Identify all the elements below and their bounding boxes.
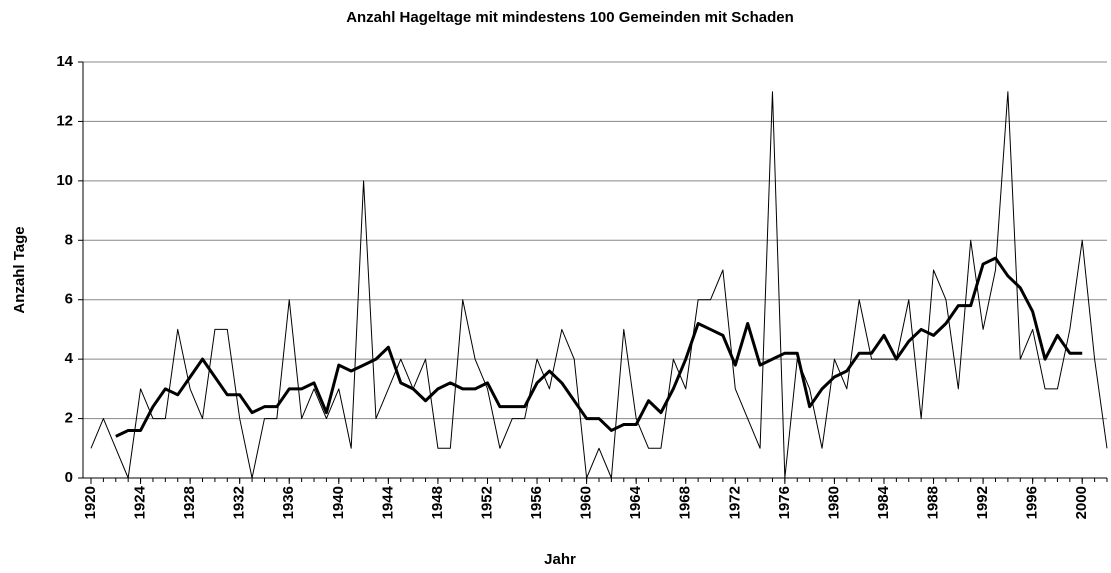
x-tick-label: 1952 <box>478 486 495 519</box>
x-tick-label: 1996 <box>1024 486 1041 519</box>
x-tick-label: 1944 <box>379 485 396 519</box>
y-tick-label: 0 <box>65 469 73 486</box>
x-tick-label: 1992 <box>974 486 991 519</box>
x-tick-label: 1964 <box>627 485 644 519</box>
x-tick-label: 2000 <box>1073 486 1090 519</box>
y-tick-label: 6 <box>65 291 73 308</box>
x-tick-label: 1928 <box>181 486 198 519</box>
x-tick-label: 1980 <box>825 486 842 519</box>
data-line <box>115 256 1083 438</box>
x-tick-label: 1948 <box>429 486 446 519</box>
y-tick-label: 8 <box>65 231 73 248</box>
y-axis-label: Anzahl Tage <box>11 226 28 313</box>
y-tick-label: 10 <box>56 172 73 189</box>
x-tick-label: 1932 <box>231 486 248 519</box>
y-tick-label: 4 <box>65 350 74 367</box>
x-tick-label: 1968 <box>677 486 694 519</box>
x-tick-label: 1956 <box>528 486 545 519</box>
x-tick-label: 1972 <box>726 486 743 519</box>
x-tick-label: 1960 <box>578 486 595 519</box>
y-tick-label: 14 <box>56 53 73 70</box>
y-tick-label: 12 <box>56 112 73 129</box>
x-axis-label: Jahr <box>544 551 576 568</box>
x-tick-label: 1984 <box>875 485 892 519</box>
x-tick-label: 1940 <box>330 486 347 519</box>
y-tick-label: 2 <box>65 410 73 427</box>
x-tick-label: 1920 <box>82 486 99 519</box>
x-tick-label: 1976 <box>776 486 793 519</box>
chart-title: Anzahl Hageltage mit mindestens 100 Geme… <box>346 9 794 26</box>
data-line <box>90 91 1108 479</box>
x-tick-label: 1936 <box>280 486 297 519</box>
x-tick-label: 1924 <box>132 485 149 519</box>
x-tick-label: 1988 <box>925 486 942 519</box>
